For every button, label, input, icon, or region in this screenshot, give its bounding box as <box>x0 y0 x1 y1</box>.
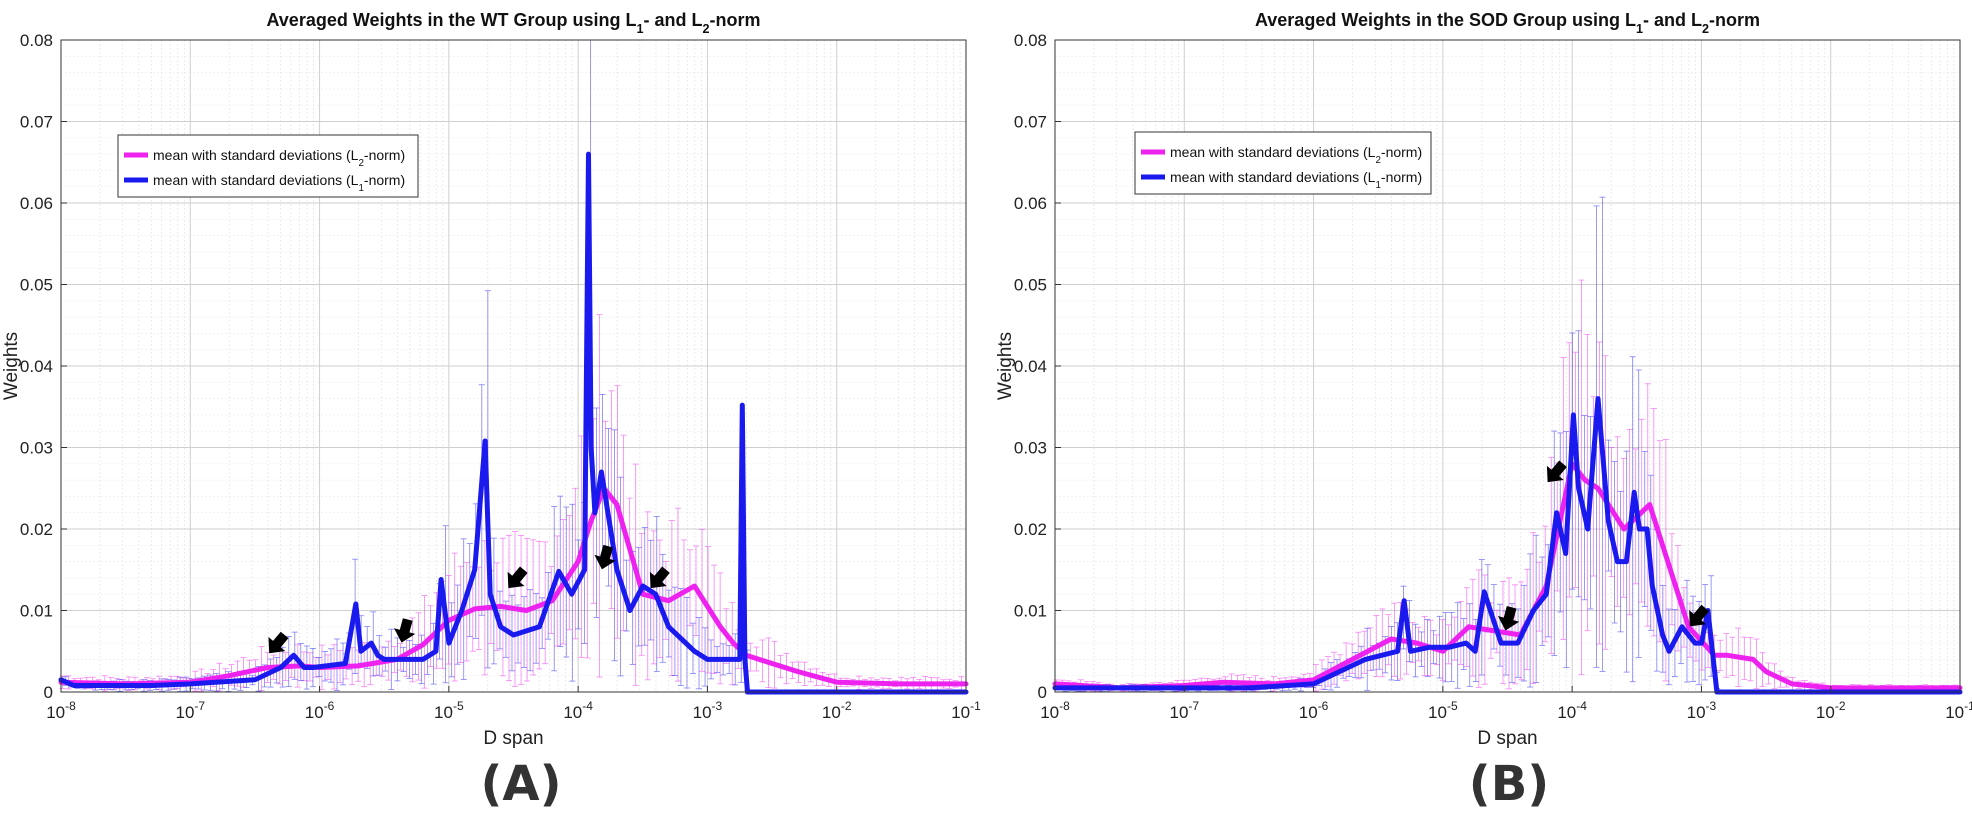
x-tick-label: 10-1 <box>1945 699 1972 722</box>
arrow-shape <box>394 618 416 643</box>
y-tick-label: 0.03 <box>20 439 53 458</box>
x-tick-label: 10-3 <box>1687 699 1717 722</box>
x-tick-label: 10-6 <box>1299 699 1329 722</box>
arrow-shape <box>1497 605 1520 631</box>
x-tick-label: 10-8 <box>46 699 76 722</box>
x-tick-label: 10-3 <box>693 699 723 722</box>
y-tick-label: 0.06 <box>20 194 53 213</box>
y-tick-label: 0.08 <box>20 31 53 50</box>
x-axis-label: D span <box>1477 728 1537 749</box>
annotation-arrow <box>1689 604 1710 627</box>
y-tick-label: 0.03 <box>1014 439 1047 458</box>
annotation-arrow <box>594 544 616 570</box>
annotation-arrow <box>268 631 289 654</box>
x-tick-label: 10-7 <box>1169 699 1199 722</box>
y-tick-label: 0.01 <box>20 602 53 621</box>
chart-panel-a: 10-8 10-7 10-6 10-5 10-4 10-3 10-2 10-1 0 0.01 0.0… <box>1 10 981 749</box>
y-tick-label: 0.01 <box>1014 602 1047 621</box>
panel-label-a: (A) <box>480 756 562 812</box>
y-tick-label: 0.07 <box>20 113 53 132</box>
arrow-shape <box>507 566 528 589</box>
arrow-shape <box>1546 460 1567 483</box>
y-tick-label: 0 <box>44 683 53 702</box>
annotation-arrow <box>649 566 670 589</box>
x-tick-label: 10-5 <box>1428 699 1458 722</box>
x-tick-label: 10-7 <box>175 699 205 722</box>
legend-entry-l1: mean with standard deviations (L1-norm) <box>1170 169 1422 191</box>
legend-entry-l2: mean with standard deviations (L2-norm) <box>1170 144 1422 166</box>
x-tick-label: 10-6 <box>305 699 335 722</box>
y-tick-label: 0.07 <box>1014 113 1047 132</box>
panel-label-b: (B) <box>1468 756 1550 812</box>
y-axis-label: Weights <box>995 332 1016 400</box>
chart-title: Averaged Weights in the WT Group using L… <box>266 10 760 36</box>
y-axis-label: Weights <box>1 332 22 400</box>
annotation-arrow <box>1497 605 1520 631</box>
x-tick-label: 10-2 <box>822 699 852 722</box>
arrow-shape <box>594 544 616 570</box>
arrow-shape <box>268 631 289 654</box>
x-tick-label: 10-2 <box>1816 699 1846 722</box>
arrow-shape <box>1689 604 1710 627</box>
chart-panel-b: 10-8 10-7 10-6 10-5 10-4 10-3 10-2 10-1 0 0.01 0.0… <box>995 10 1972 749</box>
legend-entry-l1: mean with standard deviations (L1-norm) <box>153 172 405 194</box>
y-tick-label: 0 <box>1038 683 1047 702</box>
x-tick-label: 10-1 <box>951 699 981 722</box>
annotation-arrow <box>1546 460 1567 483</box>
series-line-l2 <box>1052 461 1963 691</box>
y-tick-label: 0.04 <box>20 357 53 376</box>
legend: mean with standard deviations (L2-norm) m… <box>117 134 419 198</box>
series-line-l1 <box>58 151 969 695</box>
legend: mean with standard deviations (L2-norm) m… <box>1134 131 1432 195</box>
y-tick-label: 0.04 <box>1014 357 1047 376</box>
y-tick-label: 0.06 <box>1014 194 1047 213</box>
x-tick-label: 10-8 <box>1040 699 1070 722</box>
y-tick-label: 0.05 <box>1014 276 1047 295</box>
arrow-shape <box>649 566 670 589</box>
y-tick-label: 0.08 <box>1014 31 1047 50</box>
annotation-arrow <box>507 566 528 589</box>
x-tick-label: 10-4 <box>1557 699 1587 722</box>
legend-entry-l2: mean with standard deviations (L2-norm) <box>153 147 405 169</box>
y-tick-label: 0.02 <box>1014 520 1047 539</box>
y-tick-label: 0.05 <box>20 276 53 295</box>
x-tick-label: 10-4 <box>563 699 593 722</box>
annotation-arrow <box>394 618 416 643</box>
y-tick-label: 0.02 <box>20 520 53 539</box>
x-axis-label: D span <box>483 728 543 749</box>
chart-title: Averaged Weights in the SOD Group using … <box>1255 10 1760 36</box>
x-tick-label: 10-5 <box>434 699 464 722</box>
series-line-l1 <box>1052 396 1963 695</box>
legend-box <box>1134 131 1432 195</box>
legend-box <box>117 134 419 198</box>
